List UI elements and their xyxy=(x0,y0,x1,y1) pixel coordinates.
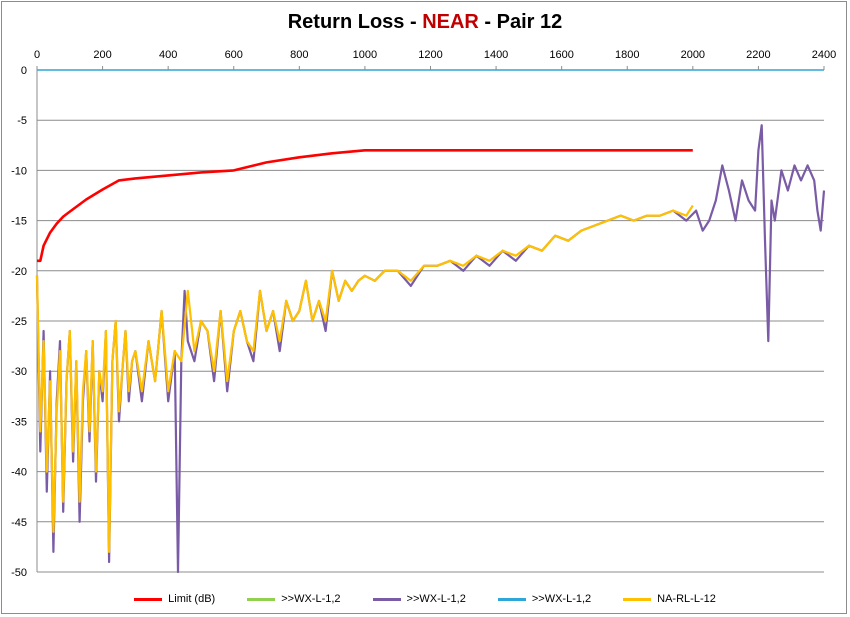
chart-title: Return Loss - NEAR - Pair 12 xyxy=(0,11,850,34)
legend-item: NA-RL-L-12 xyxy=(623,593,716,605)
x-tick-label: 1200 xyxy=(418,49,442,61)
x-tick-label: 2400 xyxy=(812,49,836,61)
x-tick-label: 1600 xyxy=(549,49,573,61)
legend-label: NA-RL-L-12 xyxy=(657,593,716,605)
title-suffix: - Pair 12 xyxy=(478,11,563,33)
y-tick-label: -30 xyxy=(11,366,27,378)
x-tick-label: 2000 xyxy=(681,49,705,61)
y-tick-label: -5 xyxy=(17,115,27,127)
y-tick-label: -40 xyxy=(11,467,27,479)
legend: Limit (dB) >>WX-L-1,2 >>WX-L-1,2 >>WX-L-1,2… xyxy=(0,589,850,609)
x-tick-label: 800 xyxy=(290,49,308,61)
legend-swatch xyxy=(623,597,652,601)
legend-swatch xyxy=(134,597,163,601)
legend-label: Limit (dB) xyxy=(168,593,216,605)
legend-item: >>WX-L-1,2 xyxy=(497,593,592,605)
y-tick-label: -15 xyxy=(11,216,27,228)
x-tick-label: 600 xyxy=(225,49,243,61)
series-line-0 xyxy=(37,149,693,263)
x-tick-label: 2200 xyxy=(746,49,770,61)
y-tick-label: -45 xyxy=(11,517,27,529)
y-tick-label: -10 xyxy=(11,165,27,177)
series-line-4 xyxy=(35,204,694,554)
x-tick-label: 1000 xyxy=(353,49,377,61)
y-tick-label: -20 xyxy=(11,266,27,278)
x-tick-label: 1800 xyxy=(615,49,639,61)
x-tick-label: 400 xyxy=(159,49,177,61)
title-prefix: Return Loss - xyxy=(287,11,423,33)
y-tick-label: -25 xyxy=(11,316,27,328)
legend-item: >>WX-L-1,2 xyxy=(247,593,341,605)
legend-label: >>WX-L-1,2 xyxy=(406,593,466,605)
y-tick-label: -50 xyxy=(11,567,27,579)
legend-swatch xyxy=(372,597,401,601)
legend-item: >>WX-L-1,2 xyxy=(372,593,466,605)
y-tick-label: 0 xyxy=(21,65,27,77)
x-tick-label: 200 xyxy=(93,49,111,61)
x-tick-label: 0 xyxy=(34,49,40,61)
legend-swatch xyxy=(497,597,526,601)
y-tick-label: -35 xyxy=(11,416,27,428)
legend-swatch xyxy=(247,597,276,601)
title-accent: NEAR xyxy=(422,11,479,33)
legend-item: Limit (dB) xyxy=(134,593,215,605)
legend-label: >>WX-L-1,2 xyxy=(531,593,592,605)
legend-label: >>WX-L-1,2 xyxy=(281,593,341,605)
x-tick-label: 1400 xyxy=(484,49,508,61)
series-lines xyxy=(35,69,826,574)
